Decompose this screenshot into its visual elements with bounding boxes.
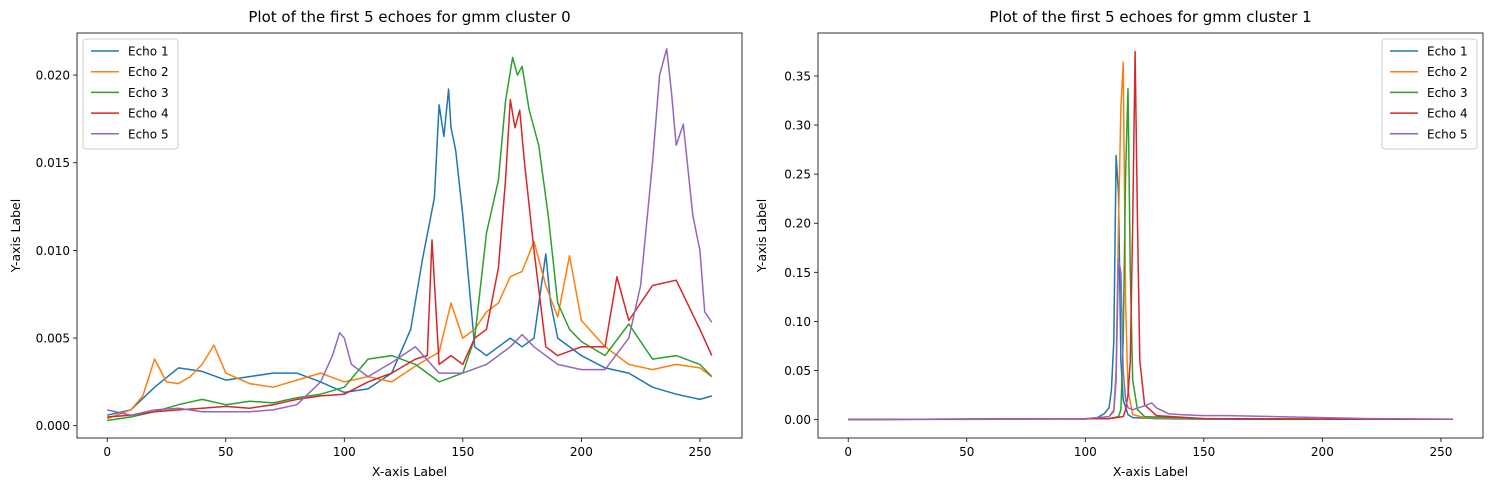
legend-label-echo-1: Echo 1 <box>128 45 169 59</box>
chart-right: Plot of the first 5 echoes for gmm clust… <box>754 8 1484 479</box>
chart-left-series-echo-4 <box>107 98 713 418</box>
legend-label-echo-4: Echo 4 <box>128 107 169 121</box>
chart-right-axes-frame <box>817 32 1484 439</box>
chart-right-ytick-label: 0.05 <box>784 364 811 378</box>
chart-right-ytick-label: 0.15 <box>784 266 811 280</box>
chart-left-xtick-label: 100 <box>333 445 356 459</box>
chart-right-ytick-label: 0.25 <box>784 168 811 182</box>
chart-left-ytick-label: 0.015 <box>36 156 70 170</box>
chart-right-xtick-label: 50 <box>959 445 974 459</box>
chart-left-ytick-label: 0.020 <box>36 69 70 83</box>
chart-right-xlabel: X-axis Label <box>1113 464 1188 479</box>
chart-right-ytick-label: 0.30 <box>784 119 811 133</box>
chart-left-ytick-label: 0.005 <box>36 332 70 346</box>
legend-label-echo-4: Echo 4 <box>1427 107 1468 121</box>
chart-right-ylabel: Y-axis Label <box>754 199 769 273</box>
chart-left-xtick-label: 150 <box>451 445 474 459</box>
chart-left-xtick-label: 200 <box>570 445 593 459</box>
chart-left-series-echo-1 <box>107 88 713 416</box>
chart-left-ytick-label: 0.000 <box>36 419 70 433</box>
chart-right-xtick-label: 100 <box>1074 445 1097 459</box>
chart-right-ytick-label: 0.10 <box>784 315 811 329</box>
chart-left-ytick-label: 0.010 <box>36 244 70 258</box>
legend-box <box>82 38 179 150</box>
chart-right-xtick-label: 250 <box>1429 445 1452 459</box>
chart-right-ytick-label: 0.35 <box>784 69 811 83</box>
chart-left-title: Plot of the first 5 echoes for gmm clust… <box>248 8 570 26</box>
legend-box <box>1381 38 1478 150</box>
legend-label-echo-5: Echo 5 <box>1427 127 1468 141</box>
chart-left-legend: Echo 1 Echo 2 Echo 3 Echo 4 Echo 5 <box>82 38 179 150</box>
legend-label-echo-5: Echo 5 <box>128 127 169 141</box>
chart-left-ylabel: Y-axis Label <box>8 199 23 273</box>
chart-right-series-echo-5 <box>848 258 1453 421</box>
chart-left-xtick-label: 50 <box>218 445 233 459</box>
legend-label-echo-1: Echo 1 <box>1427 45 1468 59</box>
chart-left-xtick-label: 0 <box>103 445 111 459</box>
legend-label-echo-3: Echo 3 <box>128 86 169 100</box>
legend-label-echo-3: Echo 3 <box>1427 86 1468 100</box>
chart-right-xtick-label: 0 <box>844 445 852 459</box>
chart-left-xtick-label: 250 <box>688 445 711 459</box>
chart-left-xlabel: X-axis Label <box>372 464 447 479</box>
chart-right-xtick-label: 200 <box>1311 445 1334 459</box>
chart-right-ytick-label: 0.00 <box>784 413 811 427</box>
chart-right-title: Plot of the first 5 echoes for gmm clust… <box>989 8 1311 26</box>
chart-right-ytick-label: 0.20 <box>784 217 811 231</box>
chart-left-axes-frame <box>76 32 743 439</box>
chart-right-legend: Echo 1 Echo 2 Echo 3 Echo 4 Echo 5 <box>1381 38 1478 150</box>
legend-label-echo-2: Echo 2 <box>1427 65 1468 79</box>
chart-left: Plot of the first 5 echoes for gmm clust… <box>8 8 743 479</box>
chart-right-series-echo-4 <box>848 50 1453 421</box>
chart-right-xtick-label: 150 <box>1192 445 1215 459</box>
legend-label-echo-2: Echo 2 <box>128 65 169 79</box>
chart-left-series-echo-5 <box>107 48 713 416</box>
